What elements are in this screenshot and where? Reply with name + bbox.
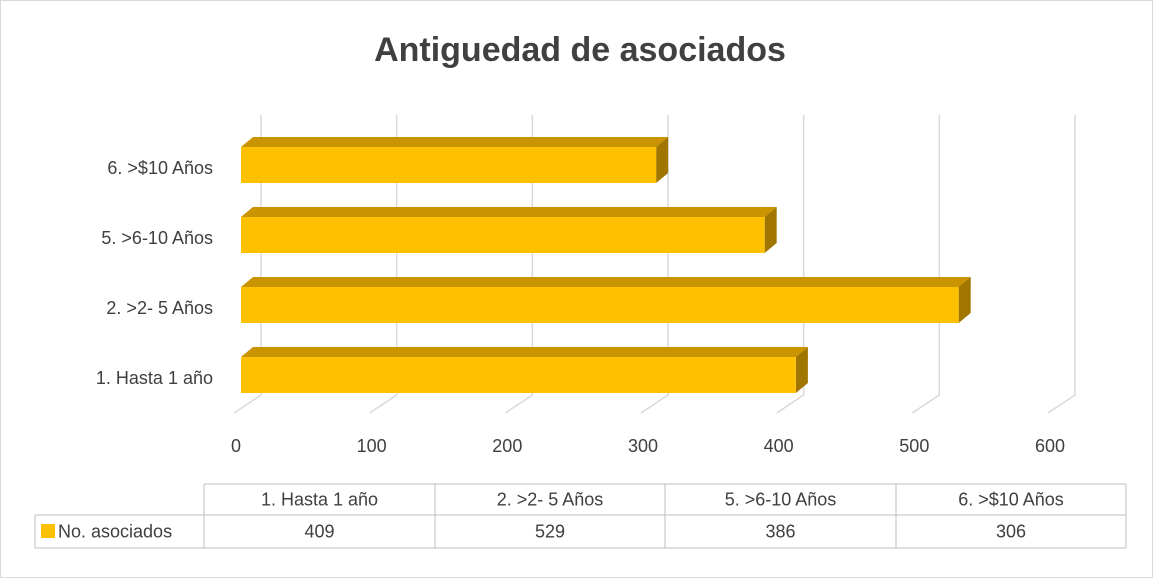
x-tick-label: 0 xyxy=(231,436,241,456)
bar-front xyxy=(241,147,657,183)
table-value: 306 xyxy=(996,521,1026,541)
grid-line xyxy=(776,115,805,414)
table-grid xyxy=(34,483,1127,549)
bar-top xyxy=(241,347,808,357)
bar-side xyxy=(764,207,777,253)
bar xyxy=(241,137,669,183)
x-tick-label: 300 xyxy=(628,436,658,456)
bar xyxy=(241,347,808,393)
grid-line xyxy=(1047,115,1076,414)
grid-line xyxy=(911,115,941,414)
x-tick-label: 600 xyxy=(1035,436,1065,456)
table-header: 2. >2- 5 Años xyxy=(497,489,604,509)
y-tick-label: 5. >6-10 Años xyxy=(101,228,213,248)
bar-side xyxy=(795,347,808,393)
y-tick-label: 6. >$10 Años xyxy=(107,158,213,178)
bar-front xyxy=(241,357,796,393)
x-tick-label: 400 xyxy=(764,436,794,456)
y-tick-label: 1. Hasta 1 año xyxy=(96,368,213,388)
bar-top xyxy=(241,277,971,287)
y-tick-label: 2. >2- 5 Años xyxy=(106,298,213,318)
bar-front xyxy=(241,217,765,253)
x-tick-label: 500 xyxy=(899,436,929,456)
legend-swatch xyxy=(41,524,55,538)
x-tick-label: 200 xyxy=(492,436,522,456)
x-tick-label: 100 xyxy=(357,436,387,456)
table-header: 5. >6-10 Años xyxy=(725,489,837,509)
bar-side xyxy=(656,137,669,183)
table-header: 6. >$10 Años xyxy=(958,489,1064,509)
bar xyxy=(241,277,971,323)
table-header: 1. Hasta 1 año xyxy=(261,489,378,509)
table-value: 386 xyxy=(765,521,795,541)
bar-side xyxy=(958,277,971,323)
bar-top xyxy=(241,137,669,147)
legend-label: No. asociados xyxy=(58,521,172,541)
table-value: 409 xyxy=(304,521,334,541)
bar xyxy=(241,207,777,253)
table-value: 529 xyxy=(535,521,565,541)
chart-title: Antiguedad de asociados xyxy=(374,31,786,69)
bar-front xyxy=(241,287,959,323)
bar-top xyxy=(241,207,777,217)
